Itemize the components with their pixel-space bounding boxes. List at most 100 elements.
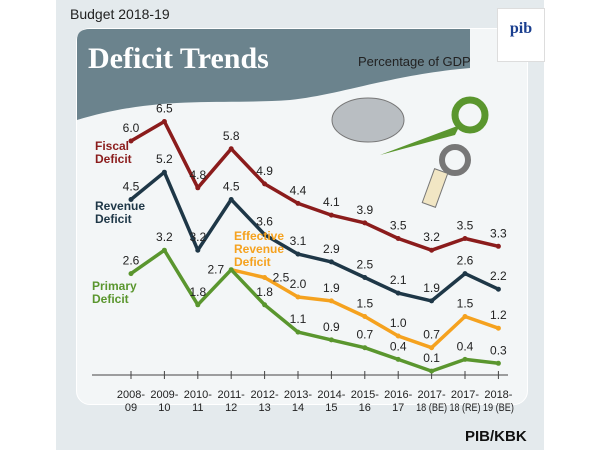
data-label: 4.4 — [290, 183, 307, 197]
data-point — [362, 275, 368, 280]
x-tick-label: 18 (RE) — [450, 402, 481, 414]
data-label: 6.0 — [123, 121, 140, 135]
x-tick-label: 09 — [125, 402, 137, 414]
series-line — [129, 248, 499, 373]
data-label: 3.5 — [457, 219, 474, 233]
data-point — [395, 236, 401, 241]
x-tick-label: 13 — [258, 402, 270, 414]
data-point — [161, 247, 167, 253]
data-point — [295, 329, 301, 335]
series-label: Revenue — [95, 199, 145, 213]
series-line — [129, 170, 500, 303]
data-point — [228, 146, 234, 152]
data-point — [429, 345, 435, 351]
scissors-icon — [451, 96, 489, 134]
series-label: Deficit — [234, 255, 271, 269]
data-label: 3.2 — [189, 230, 206, 244]
x-tick-label: 16 — [359, 402, 371, 414]
data-point — [495, 325, 501, 331]
scissors-blade-icon — [380, 125, 460, 155]
x-tick-label: 2012- — [251, 389, 279, 401]
data-label: 0.4 — [390, 339, 407, 353]
data-point — [462, 236, 468, 241]
x-tick-label: 10 — [158, 402, 170, 414]
data-point — [262, 302, 268, 308]
data-label: 1.5 — [356, 297, 373, 311]
x-tick-label: 2018- — [484, 389, 512, 401]
data-label: 2.6 — [457, 254, 474, 268]
x-tick-label: 2015- — [351, 389, 379, 401]
data-label: 2.0 — [290, 277, 307, 291]
coin-icon — [331, 97, 405, 143]
data-label: 3.5 — [390, 219, 407, 233]
series-label: Primary — [92, 279, 137, 293]
data-point — [128, 271, 134, 277]
data-label: 1.1 — [290, 312, 307, 326]
data-label: 3.6 — [256, 215, 273, 229]
data-point — [295, 200, 301, 206]
data-point — [395, 356, 401, 362]
x-tick-label: 14 — [292, 402, 304, 414]
data-point — [161, 119, 167, 124]
x-tick-label: 2010- — [184, 389, 212, 401]
scissors-handle-icon — [439, 144, 471, 176]
data-point — [328, 212, 334, 218]
data-label: 1.9 — [423, 281, 440, 295]
data-label: 0.9 — [323, 320, 340, 334]
data-label: 3.3 — [490, 226, 507, 240]
budget-label: Budget 2018-19 — [70, 6, 170, 22]
x-tick-label: 19 (BE) — [483, 402, 514, 414]
chart-subtitle: Percentage of GDP — [358, 54, 471, 69]
data-label: 1.8 — [256, 285, 273, 299]
series-label: Fiscal — [95, 139, 129, 153]
x-tick-label: 2017- — [451, 389, 479, 401]
data-point — [161, 169, 167, 175]
data-point — [462, 314, 468, 319]
data-point — [429, 368, 435, 374]
data-label: 2.6 — [123, 254, 140, 268]
data-point — [429, 247, 435, 253]
data-point — [429, 298, 435, 304]
data-label: 2.5 — [356, 258, 373, 272]
data-point — [295, 251, 301, 257]
data-point — [195, 247, 201, 253]
data-point — [462, 356, 468, 362]
data-label: 5.8 — [223, 129, 240, 143]
data-point — [495, 243, 501, 249]
data-label: 2.9 — [323, 242, 340, 256]
data-point — [462, 271, 468, 277]
data-point — [128, 138, 134, 144]
series-label: Effective — [234, 229, 284, 243]
data-label: 4.1 — [323, 195, 340, 209]
x-tick-label: 2011- — [218, 389, 246, 401]
data-point — [495, 286, 501, 292]
data-label: 1.0 — [390, 316, 407, 330]
x-tick-label: 15 — [325, 402, 337, 414]
data-label: 3.1 — [290, 234, 307, 248]
series-label: Revenue — [234, 242, 284, 256]
data-label: 1.5 — [457, 297, 474, 311]
data-label: 0.3 — [490, 343, 507, 357]
x-tick-label: 2016- — [384, 389, 412, 401]
data-label: 0.7 — [356, 328, 373, 342]
data-point — [262, 232, 268, 238]
data-label: 3.2 — [423, 230, 440, 244]
deficit-tag — [421, 168, 449, 208]
data-label: 0.4 — [457, 339, 474, 353]
x-tick-label: 2008- — [117, 389, 145, 401]
series-label: Deficit — [92, 292, 129, 306]
data-point — [395, 333, 401, 339]
data-label: 5.2 — [156, 152, 173, 166]
source-credit: PIB/KBK — [465, 428, 527, 445]
data-label: 4.9 — [256, 164, 273, 178]
data-label: 3.2 — [156, 230, 173, 244]
x-tick-label: 2013- — [284, 389, 312, 401]
data-point — [362, 345, 368, 351]
data-point — [195, 185, 201, 191]
data-point — [328, 337, 334, 343]
data-point — [228, 267, 234, 273]
data-point — [228, 197, 234, 202]
title-band — [77, 29, 470, 120]
x-tick-label: 18 (BE) — [416, 402, 447, 414]
x-tick-label: 12 — [225, 402, 237, 414]
